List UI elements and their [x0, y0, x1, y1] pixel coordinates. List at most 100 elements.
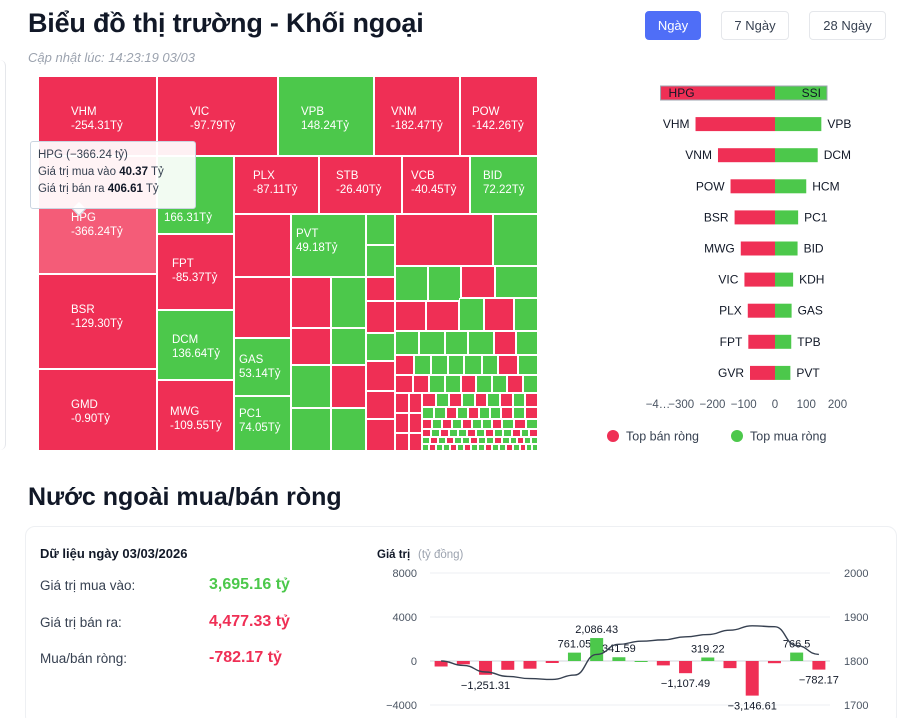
buy-bar[interactable]	[775, 303, 792, 318]
treemap-cell-plx[interactable]: PLX -87.11Tỷ	[234, 156, 319, 214]
treemap-cell[interactable]	[470, 437, 478, 444]
treemap-cell[interactable]	[468, 331, 494, 355]
treemap-cell[interactable]	[501, 407, 513, 419]
buy-bar[interactable]	[775, 334, 792, 349]
treemap-cell-dcm[interactable]: DCM 136.64Tỷ	[157, 310, 234, 380]
treemap-cell[interactable]	[432, 419, 442, 429]
treemap-cell[interactable]	[395, 413, 409, 433]
treemap-cell[interactable]	[291, 365, 331, 408]
treemap-cell[interactable]	[366, 391, 395, 419]
treemap-cell[interactable]	[426, 301, 459, 331]
treemap-cell[interactable]	[462, 419, 472, 429]
treemap-cell[interactable]	[506, 444, 513, 451]
net-bar[interactable]	[456, 661, 470, 665]
treemap-cell[interactable]	[431, 429, 440, 437]
treemap-cell[interactable]	[430, 437, 438, 444]
treemap-cell-gas-top[interactable]: GAS 53.14Tỷ	[234, 338, 291, 396]
treemap-cell-vpb[interactable]: VPB 148.24Tỷ	[278, 76, 374, 156]
treemap-cell[interactable]	[502, 419, 514, 429]
treemap-cell[interactable]	[366, 361, 395, 391]
sell-bar[interactable]	[747, 303, 775, 318]
treemap-cell[interactable]	[409, 413, 422, 433]
treemap-cell[interactable]	[414, 355, 431, 375]
treemap-cell[interactable]	[476, 429, 485, 437]
treemap-cell[interactable]	[478, 444, 485, 451]
treemap-cell-vnm[interactable]: VNM -182.47Tỷ	[374, 76, 460, 156]
buy-bar[interactable]	[775, 86, 827, 100]
net-bar[interactable]	[501, 661, 515, 670]
treemap-cell[interactable]	[291, 277, 331, 328]
treemap-cell[interactable]	[366, 245, 395, 277]
treemap-cell[interactable]	[510, 437, 517, 444]
treemap-cell[interactable]	[521, 429, 529, 437]
treemap-cell[interactable]	[450, 444, 457, 451]
treemap-cell[interactable]	[513, 407, 525, 419]
net-bar[interactable]	[634, 661, 648, 662]
treemap-cell[interactable]	[457, 444, 464, 451]
treemap-cell-pvt[interactable]: PVT 49.18Tỷ	[291, 214, 366, 277]
treemap-cell[interactable]	[422, 437, 430, 444]
net-bar[interactable]	[567, 652, 581, 661]
treemap-cell[interactable]	[431, 355, 448, 375]
treemap-cell[interactable]	[502, 437, 510, 444]
buy-bar[interactable]	[775, 272, 794, 287]
treemap-cell[interactable]	[500, 393, 513, 407]
treemap-cell[interactable]	[422, 407, 434, 419]
treemap-cell[interactable]	[492, 444, 499, 451]
treemap-cell[interactable]	[419, 331, 445, 355]
treemap-cell[interactable]	[507, 375, 523, 393]
treemap-cell[interactable]	[436, 393, 449, 407]
treemap-cell[interactable]	[395, 214, 493, 266]
treemap-cell[interactable]	[475, 393, 487, 407]
treemap-cell[interactable]	[409, 433, 422, 451]
treemap-cell[interactable]	[434, 407, 446, 419]
sell-bar[interactable]	[717, 148, 775, 163]
net-bar[interactable]	[679, 661, 693, 674]
net-bar[interactable]	[656, 661, 670, 666]
net-bar[interactable]	[434, 661, 448, 667]
treemap-cell[interactable]	[520, 444, 526, 451]
sell-bar[interactable]	[744, 272, 775, 287]
treemap-cell-gmd[interactable]: GMD -0.90Tỷ	[38, 369, 157, 451]
treemap-cell[interactable]	[487, 393, 500, 407]
treemap-cell[interactable]	[449, 393, 462, 407]
treemap-cell[interactable]	[499, 444, 506, 451]
treemap-cell[interactable]	[462, 393, 475, 407]
treemap-cell[interactable]	[429, 375, 445, 393]
treemap-cell[interactable]	[468, 407, 479, 419]
treemap-cell[interactable]	[331, 408, 366, 451]
range-day-button[interactable]: Ngày	[645, 11, 701, 40]
sell-bar[interactable]	[750, 365, 775, 380]
treemap-cell[interactable]	[331, 365, 366, 408]
net-bar[interactable]	[701, 657, 715, 661]
treemap-cell[interactable]	[513, 393, 525, 407]
range-28-days-button[interactable]: 28 Ngày	[809, 11, 886, 40]
treemap-cell[interactable]	[479, 407, 490, 419]
treemap-cell[interactable]	[494, 331, 516, 355]
treemap-cell[interactable]	[526, 444, 532, 451]
treemap-cell[interactable]	[524, 437, 531, 444]
treemap-cell-bid[interactable]: BID 72.22Tỷ	[470, 156, 538, 214]
treemap-cell-stb[interactable]: STB -26.40Tỷ	[319, 156, 402, 214]
net-bar[interactable]	[745, 661, 759, 696]
treemap-cell[interactable]	[445, 331, 468, 355]
treemap-cell[interactable]	[514, 419, 526, 429]
treemap-cell[interactable]	[517, 437, 524, 444]
treemap-cell[interactable]	[492, 419, 502, 429]
treemap-cell[interactable]	[448, 355, 464, 375]
sell-bar[interactable]	[660, 86, 775, 100]
buy-bar[interactable]	[775, 117, 822, 132]
treemap-cell[interactable]	[395, 331, 419, 355]
treemap-cell[interactable]	[503, 429, 512, 437]
treemap-cell[interactable]	[436, 444, 443, 451]
treemap-cell[interactable]	[518, 355, 538, 375]
sell-bar[interactable]	[748, 334, 775, 349]
treemap-cell[interactable]	[532, 444, 538, 451]
treemap-cell[interactable]	[525, 393, 538, 407]
treemap-cell[interactable]	[495, 266, 538, 298]
treemap-cell[interactable]	[523, 375, 538, 393]
treemap-cell[interactable]	[529, 429, 538, 437]
treemap-cell[interactable]	[461, 266, 495, 298]
treemap-cell[interactable]	[409, 393, 422, 413]
treemap-cell[interactable]	[476, 375, 492, 393]
